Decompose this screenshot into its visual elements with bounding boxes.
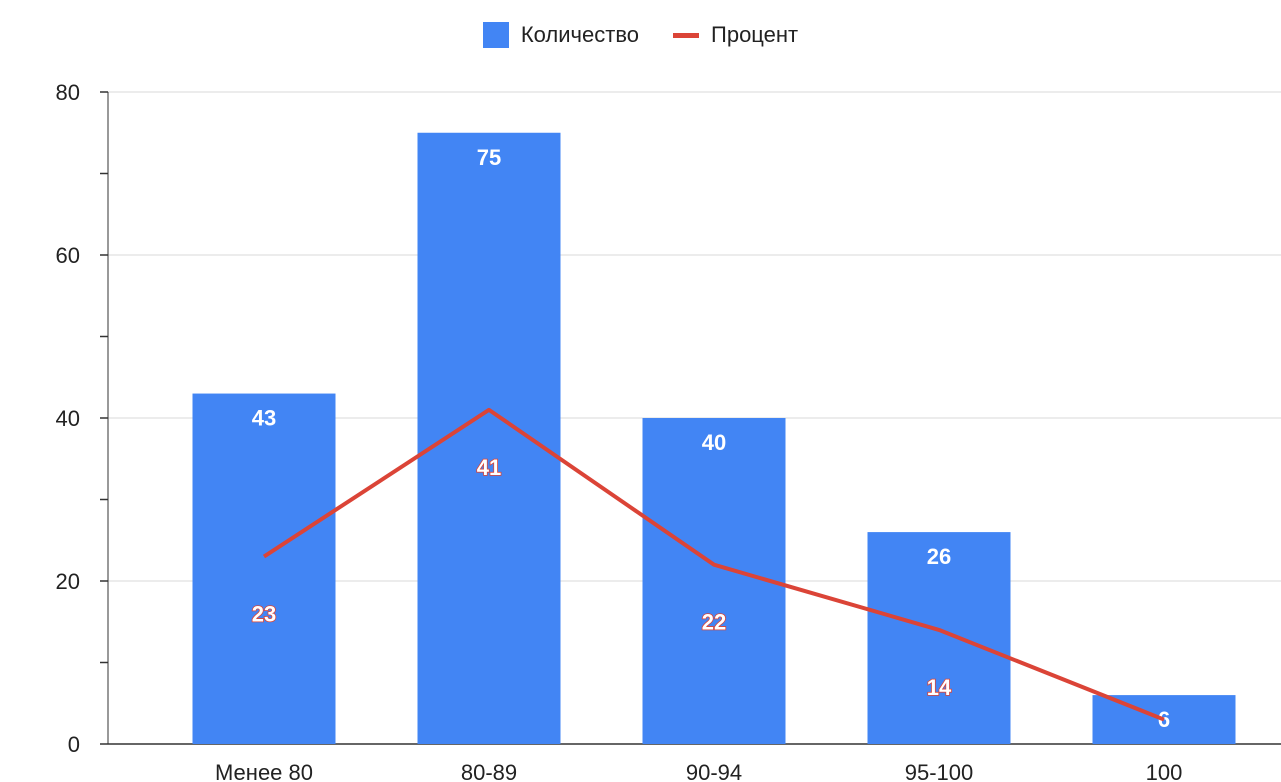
- x-tick-label: 100: [1146, 760, 1183, 782]
- line-data-label: 22: [702, 610, 726, 635]
- bar: [193, 394, 336, 744]
- y-tick-label: 40: [56, 406, 80, 431]
- x-tick-label: Менее 80: [215, 760, 313, 782]
- bar-data-label: 43: [252, 406, 276, 431]
- bar: [418, 133, 561, 744]
- y-tick-label: 0: [68, 732, 80, 757]
- line-data-label: 14: [927, 675, 952, 700]
- y-tick-label: 80: [56, 80, 80, 105]
- bar-data-label: 40: [702, 430, 726, 455]
- y-tick-label: 20: [56, 569, 80, 594]
- y-tick-label: 60: [56, 243, 80, 268]
- x-tick-label: 90-94: [686, 760, 742, 782]
- line-data-label: 41: [477, 455, 501, 480]
- x-tick-label: 80-89: [461, 760, 517, 782]
- x-tick-label: 95-100: [905, 760, 974, 782]
- bar-data-label: 26: [927, 544, 951, 569]
- line-data-label: 23: [252, 602, 276, 627]
- bar-data-label: 75: [477, 145, 501, 170]
